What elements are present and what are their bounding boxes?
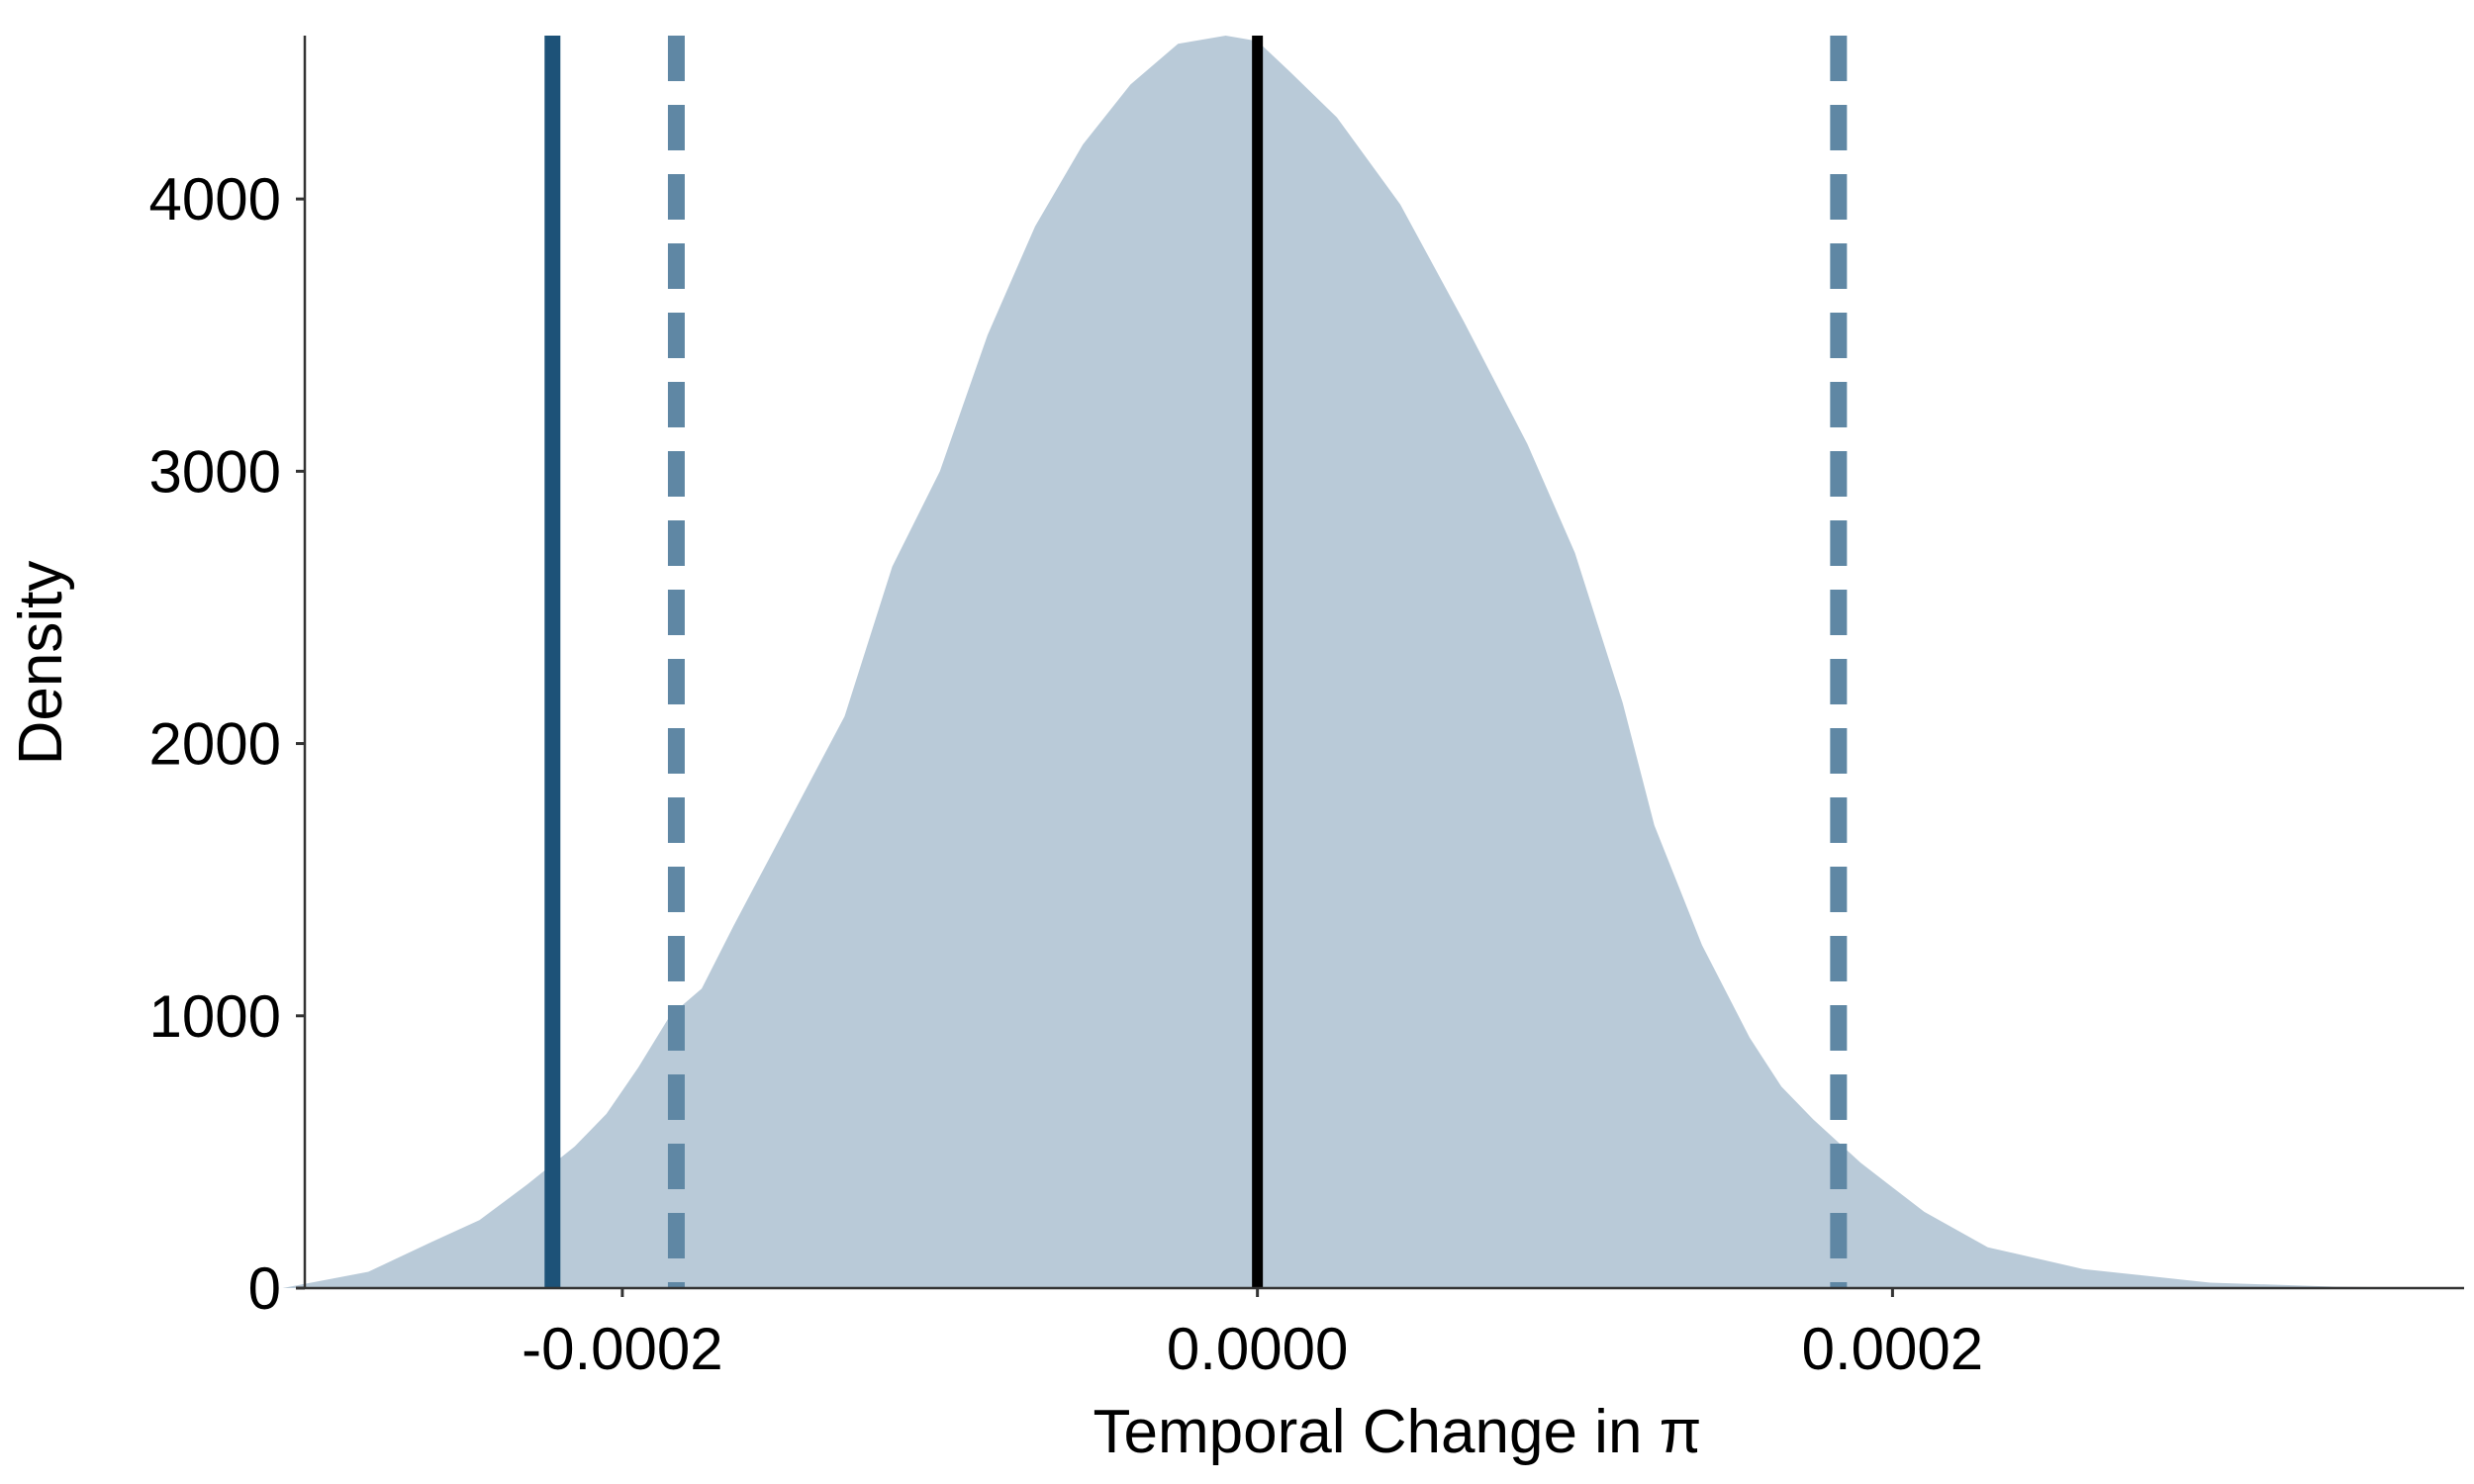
x-tick-label: 0.0000 bbox=[1167, 1316, 1349, 1382]
axes: -0.0002 0.0000 0.0002 0 1000 2000 3000 4000 bbox=[149, 36, 2464, 1382]
x-tick-label: 0.0002 bbox=[1802, 1316, 1984, 1382]
y-axis-ticks: 0 1000 2000 3000 4000 bbox=[149, 166, 305, 1322]
y-tick-label: 3000 bbox=[149, 438, 281, 505]
x-axis-ticks: -0.0002 0.0000 0.0002 bbox=[522, 1288, 1983, 1382]
density-area bbox=[282, 36, 2442, 1288]
y-tick-label: 0 bbox=[248, 1255, 281, 1322]
y-tick-label: 1000 bbox=[149, 983, 281, 1050]
y-tick-label: 2000 bbox=[149, 711, 281, 778]
plot-area bbox=[282, 36, 2442, 1288]
reference-lines bbox=[544, 36, 1848, 1288]
y-tick-label: 4000 bbox=[149, 166, 281, 232]
x-tick-label: -0.0002 bbox=[522, 1316, 723, 1382]
x-axis-title: Temporal Change in π bbox=[1094, 1398, 1702, 1466]
y-axis-title: Density bbox=[7, 561, 75, 766]
